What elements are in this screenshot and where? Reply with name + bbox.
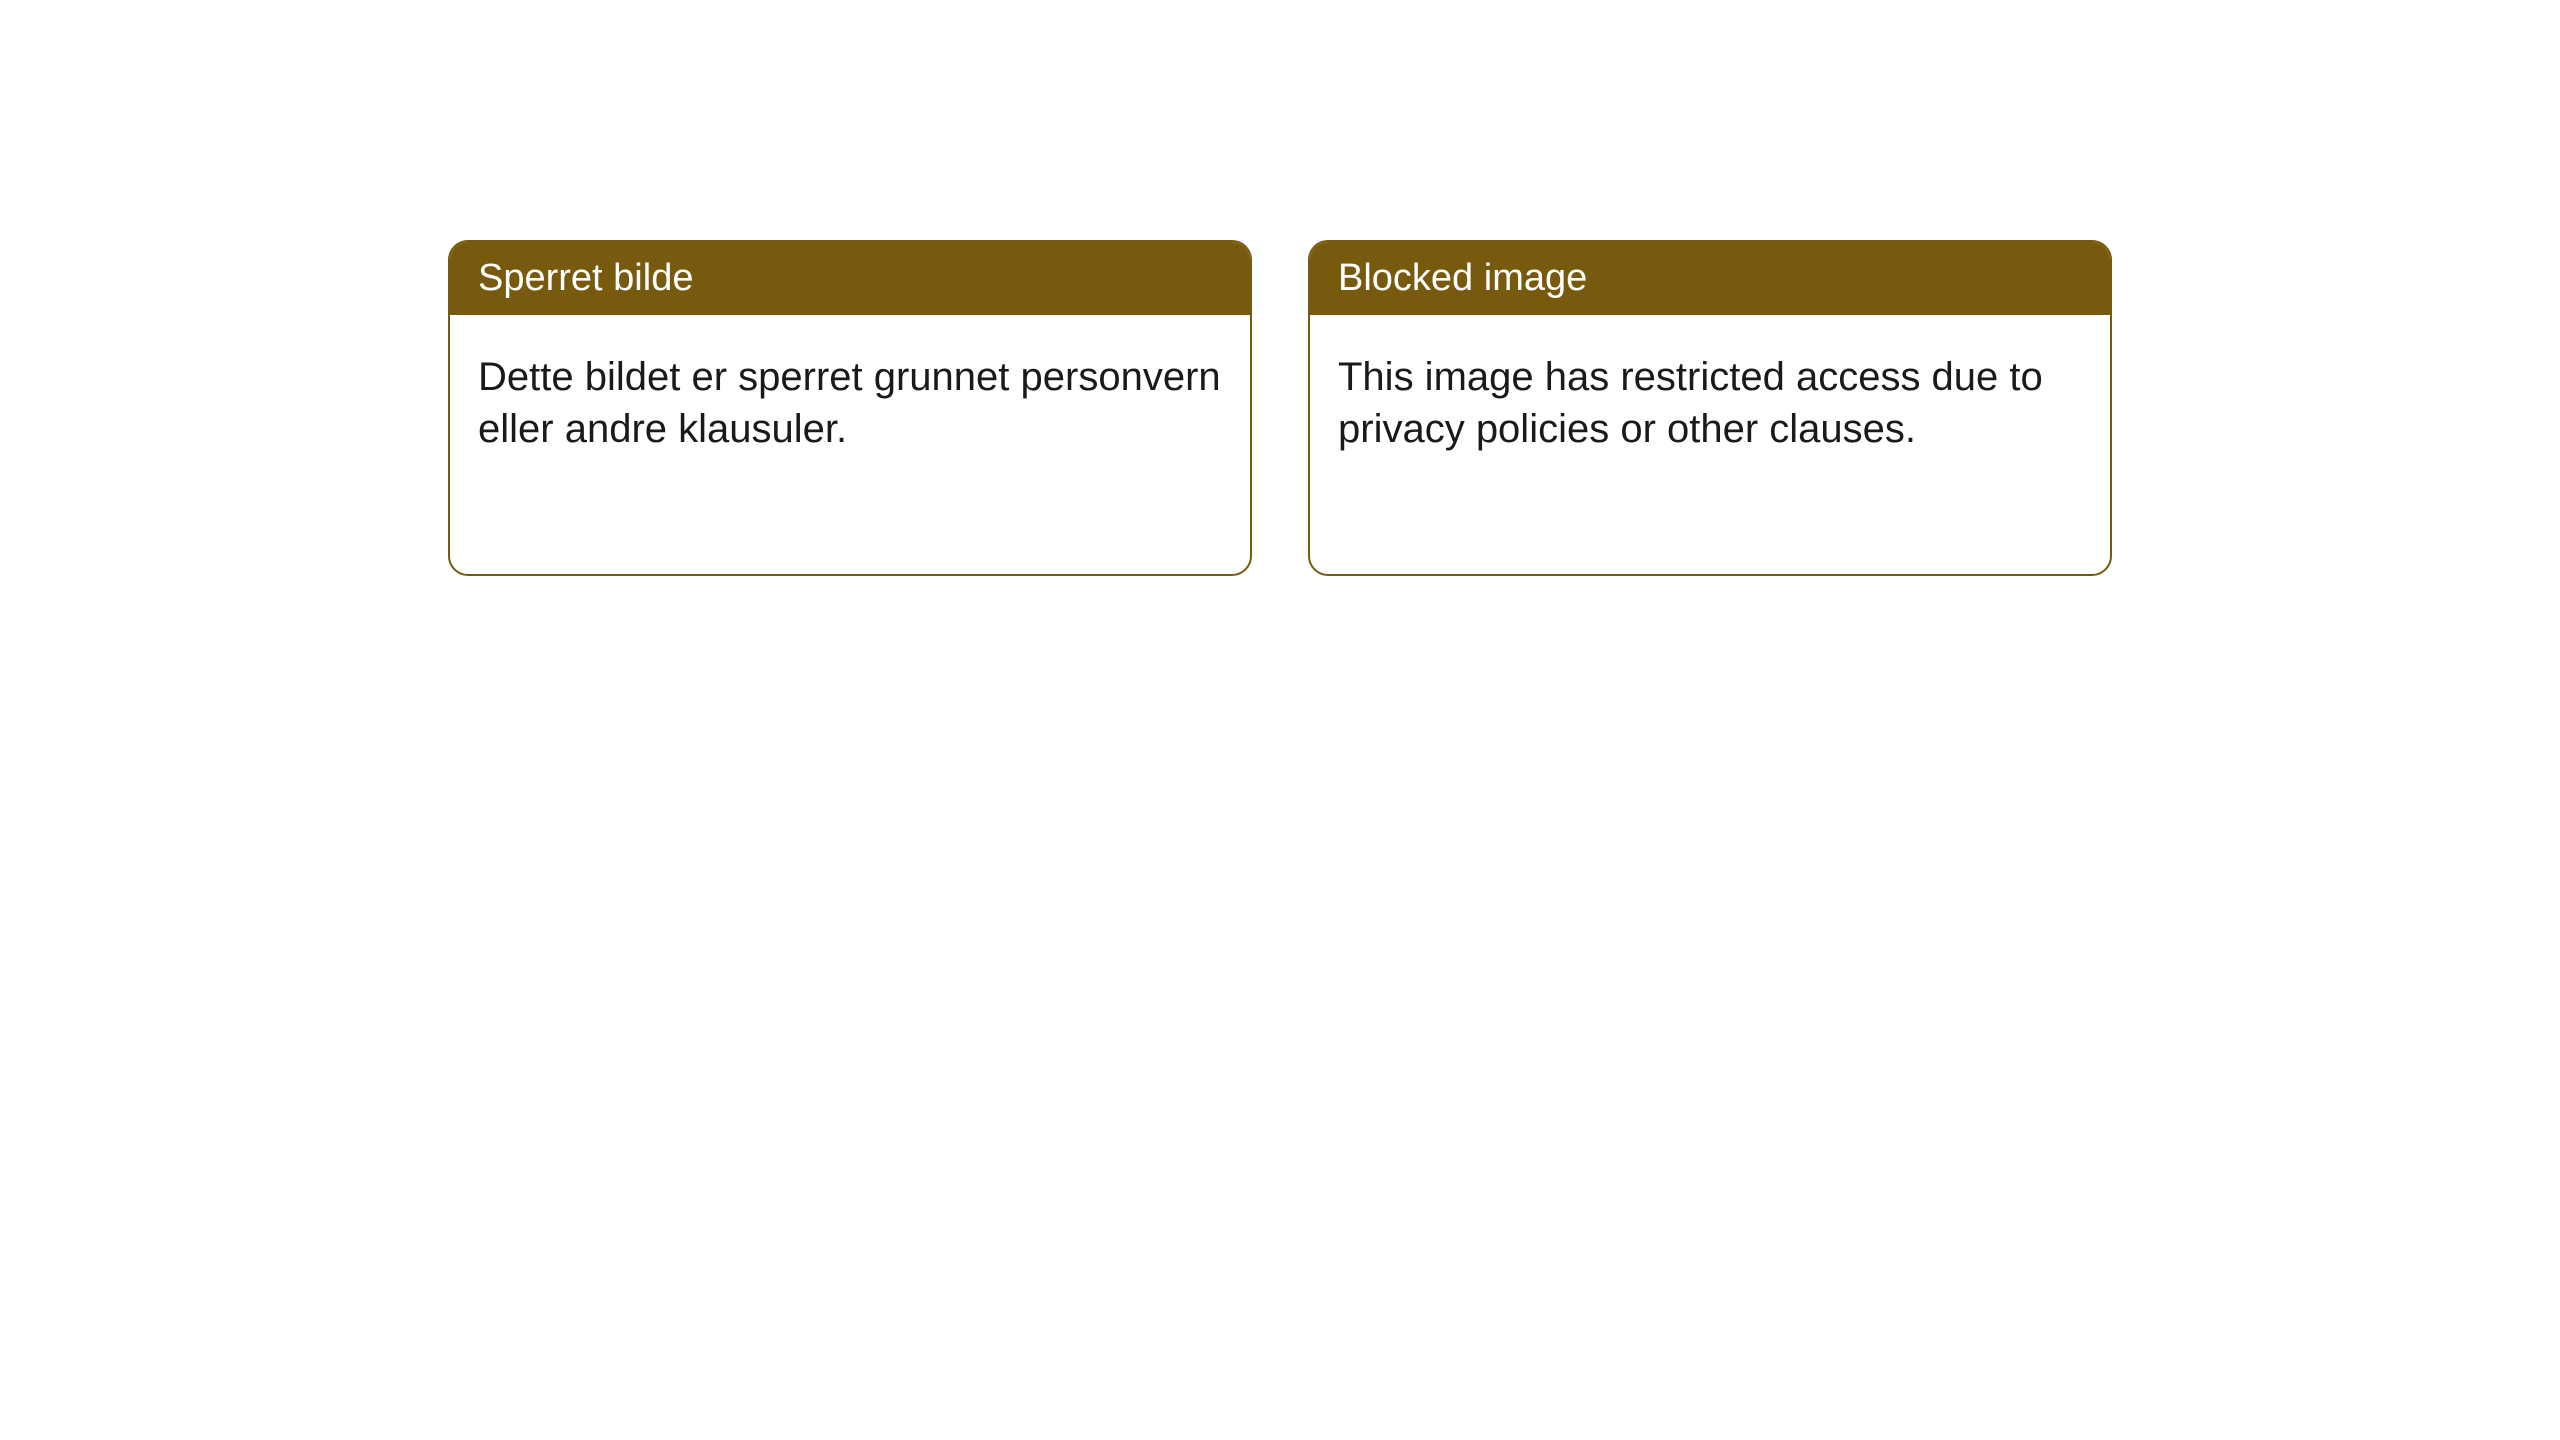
- card-body: This image has restricted access due to …: [1310, 315, 2110, 491]
- card-title: Blocked image: [1338, 257, 1587, 299]
- blocked-image-card-no: Sperret bilde Dette bildet er sperret gr…: [448, 240, 1252, 576]
- card-header: Blocked image: [1310, 242, 2110, 315]
- card-header: Sperret bilde: [450, 242, 1250, 315]
- card-body-text: This image has restricted access due to …: [1338, 355, 2043, 451]
- blocked-image-card-en: Blocked image This image has restricted …: [1308, 240, 2112, 576]
- card-body: Dette bildet er sperret grunnet personve…: [450, 315, 1250, 491]
- card-title: Sperret bilde: [478, 257, 693, 299]
- cards-container: Sperret bilde Dette bildet er sperret gr…: [0, 0, 2560, 576]
- card-body-text: Dette bildet er sperret grunnet personve…: [478, 355, 1221, 451]
